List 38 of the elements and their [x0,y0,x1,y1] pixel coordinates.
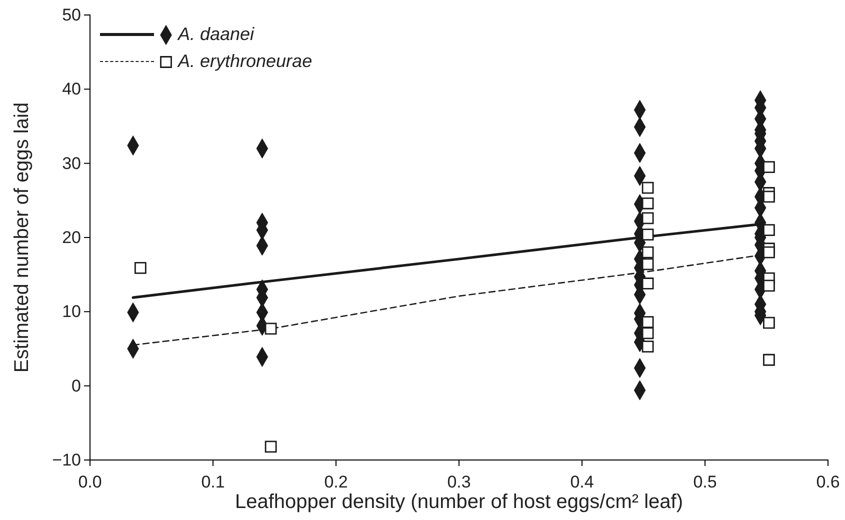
y-tick-label: 0 [72,376,81,396]
point [642,327,654,340]
point [642,212,654,224]
y-axis-title: Estimated number of eggs laid [11,102,33,373]
point [763,224,775,236]
y-tick-label: 50 [62,5,81,24]
point [264,322,277,335]
y-tick-label: −10 [52,450,81,470]
point [763,316,775,329]
y-tick-label: 20 [62,228,81,247]
y-tick-label: 40 [62,80,81,99]
y-tick-label: 30 [62,154,81,173]
point [642,278,654,290]
x-tick-label: 0.4 [570,472,594,492]
point [763,161,775,173]
point [642,258,654,270]
point [642,246,654,258]
x-tick-label: 0.1 [201,472,225,492]
x-tick-label: 0.5 [693,472,717,492]
point [642,316,654,328]
point [763,354,775,366]
legend-label: A. erythroneurae [178,51,312,72]
point [642,182,654,194]
legend-label: A. daanei [178,24,254,45]
point [642,228,654,240]
point [763,246,775,258]
x-tick-label: 0.6 [816,472,840,492]
point [763,280,775,292]
point [264,440,277,453]
x-tick-label: 0.3 [447,472,471,492]
point [763,190,775,203]
y-tick-label: 10 [62,302,81,322]
x-tick-label: 0.2 [324,472,348,492]
x-axis-title: Leafhopper density (number of host eggs/cm² leaf) [234,491,684,513]
x-tick-label: 0.0 [78,472,102,492]
point [642,340,654,352]
point [134,262,146,274]
point [642,197,654,210]
